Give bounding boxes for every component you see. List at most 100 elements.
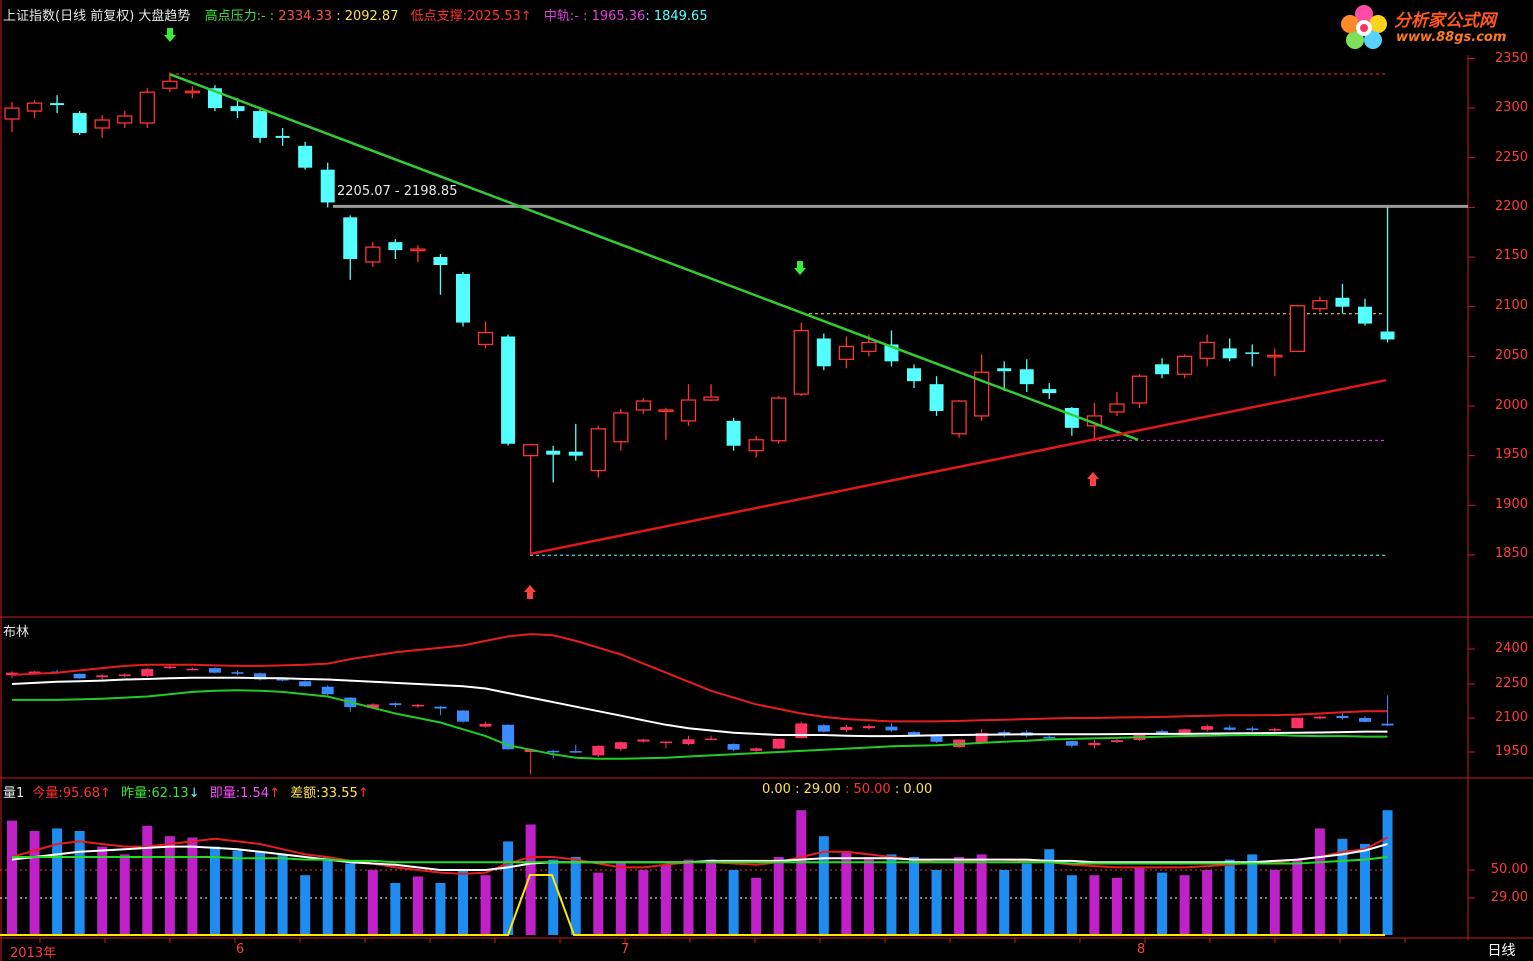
candle-up <box>771 397 787 442</box>
x-label-month: 8 <box>1137 942 1146 957</box>
boll-candle-body <box>637 739 650 742</box>
boll-candle-body <box>727 744 740 750</box>
candle-up <box>658 409 674 413</box>
candle-up <box>139 91 155 124</box>
chart-title: 上证指数(日线 前复权) 大盘趋势 <box>3 9 191 24</box>
price-tick: 2000 <box>1494 398 1528 413</box>
mid-rail-value-2: : 1849.65 <box>645 9 708 24</box>
high-pressure-label: 高点压力: <box>204 9 261 24</box>
diff-arrow-icon: ↑ <box>357 786 369 801</box>
price-panel[interactable] <box>4 28 1468 599</box>
volume-ma-green <box>12 856 1388 865</box>
candle-up <box>477 331 494 346</box>
volume-bar <box>52 828 63 935</box>
today-volume-value: 95.68 <box>62 786 101 801</box>
today-volume-arrow-icon: ↑ <box>100 786 111 801</box>
high-pressure-value-2: : 2092.87 <box>336 9 399 24</box>
candle-down <box>72 113 87 133</box>
volume-bar <box>863 857 874 935</box>
boll-candle-body <box>998 732 1011 734</box>
boll-candle-body <box>862 726 875 729</box>
boll-candle-body <box>1110 740 1123 743</box>
candle-down <box>230 106 245 112</box>
boll-panel[interactable] <box>6 633 1394 775</box>
boll-candle-body <box>908 732 920 735</box>
candle-up <box>861 341 877 353</box>
site-logo[interactable]: 分析家公式网 www.88gs.com <box>1336 2 1526 52</box>
buy-arrow-icon-shape <box>1087 472 1099 486</box>
boll-candle-body <box>1201 726 1214 730</box>
period-button[interactable]: 日线 <box>1487 943 1516 959</box>
x-label-month: 7 <box>621 942 630 957</box>
candle-down <box>50 103 65 106</box>
volume-bar <box>909 857 919 935</box>
volume-extra-2: : 29.00 <box>795 782 841 797</box>
candle-down <box>546 450 561 455</box>
price-tick: 2200 <box>1494 199 1528 214</box>
candle-up <box>793 329 809 395</box>
candle-up <box>1109 403 1125 413</box>
boll-candle-body <box>366 704 379 708</box>
candle-down <box>997 368 1012 372</box>
candle-down <box>907 368 921 382</box>
mid-rail-label: 中轨: <box>543 9 575 24</box>
price-tick: 2250 <box>1494 150 1528 165</box>
boll-candle-body <box>592 745 605 756</box>
boll-candle-body <box>96 675 109 678</box>
volume-bar <box>142 825 153 935</box>
volume-bar <box>209 846 220 935</box>
boll-candle-body <box>750 748 763 751</box>
volume-bar <box>796 810 807 935</box>
volume-bar <box>593 872 604 935</box>
candle-down <box>1358 306 1372 324</box>
volume-panel[interactable] <box>0 810 1393 936</box>
volume-bar <box>458 870 468 935</box>
boll-candle-body <box>1178 729 1191 734</box>
low-support-label: 低点支撑: <box>410 9 468 24</box>
candle-down <box>501 336 516 444</box>
sell-arrow-icon <box>794 261 806 275</box>
boll-candle-body <box>208 668 221 673</box>
candle-down <box>1335 297 1350 307</box>
volume-bar <box>570 857 581 935</box>
candle-down <box>275 135 290 138</box>
boll-upper-line <box>11 633 1388 723</box>
volume-bar <box>29 831 40 935</box>
boll-candle-body <box>975 732 988 743</box>
yesterday-volume-value: 62.13 <box>151 786 189 801</box>
volume-bar <box>706 859 717 935</box>
price-tick: 1850 <box>1494 546 1528 561</box>
candle-down <box>1155 364 1170 375</box>
candle-up <box>410 248 426 252</box>
instant-volume-value: 1.54 <box>240 786 270 801</box>
candle-down <box>1245 352 1260 354</box>
volume-bar <box>841 851 852 935</box>
boll-tick: 2100 <box>1494 710 1528 725</box>
volume-extra-1: 0.00 <box>762 782 791 797</box>
boll-candle-body <box>254 673 267 680</box>
instant-volume-label: 即量: <box>209 786 241 801</box>
volume-bar <box>300 875 311 935</box>
instant-volume-arrow-icon: ↑ <box>269 786 280 801</box>
volume-bar <box>164 836 175 935</box>
volume-bar <box>1202 870 1213 935</box>
boll-candle-body <box>547 750 560 753</box>
boll-candle-body <box>276 679 289 681</box>
boll-candle-body <box>1043 736 1056 739</box>
boll-candle-body <box>434 706 447 709</box>
candle-up <box>635 400 652 411</box>
candle-up <box>951 400 967 435</box>
boll-candle-body <box>389 703 402 706</box>
volume-bar <box>232 850 243 935</box>
volume-bar <box>818 836 829 935</box>
boll-title: 布林 <box>3 625 30 640</box>
volume-bar <box>1044 849 1055 935</box>
candle-up <box>523 444 539 457</box>
candle-down <box>388 242 403 251</box>
boll-candle-body <box>817 725 830 732</box>
candle-up <box>26 102 43 112</box>
candle-down <box>1019 369 1034 385</box>
volume-bar <box>954 857 965 935</box>
volume-bar <box>615 863 626 935</box>
candle-down <box>1222 348 1237 359</box>
